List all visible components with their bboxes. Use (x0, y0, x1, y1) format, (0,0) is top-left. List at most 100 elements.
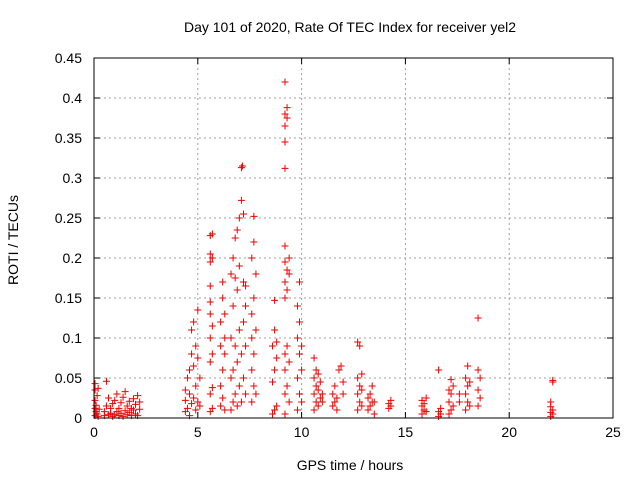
data-point (188, 326, 196, 334)
data-point (466, 378, 474, 386)
data-point (293, 302, 301, 310)
data-point (447, 390, 455, 398)
data-point (474, 366, 482, 374)
data-point (283, 114, 291, 122)
data-point (239, 278, 247, 286)
data-point (231, 234, 239, 242)
data-point (231, 342, 239, 350)
data-point (233, 402, 241, 410)
data-point (271, 406, 279, 414)
data-point (445, 410, 453, 418)
data-point (217, 382, 225, 390)
data-point (366, 402, 374, 410)
data-point (250, 350, 258, 358)
data-point (312, 366, 320, 374)
data-point (91, 396, 99, 404)
data-point (129, 395, 137, 403)
data-point (206, 258, 214, 266)
data-point (462, 406, 470, 414)
data-point (455, 398, 463, 406)
data-point (283, 382, 291, 390)
y-tick-label: 0 (74, 410, 82, 426)
data-point (235, 262, 243, 270)
data-point (252, 326, 260, 334)
data-point (271, 366, 279, 374)
y-tick-label: 0.3 (63, 170, 83, 186)
data-point (281, 258, 289, 266)
data-point (229, 398, 237, 406)
data-point (185, 366, 193, 374)
data-point (370, 398, 378, 406)
data-point (549, 376, 557, 384)
data-point (206, 282, 214, 290)
data-point (358, 370, 366, 378)
data-point (281, 78, 289, 86)
data-point (217, 318, 225, 326)
data-point (113, 390, 121, 398)
data-point (364, 394, 372, 402)
data-point (219, 278, 227, 286)
data-point (354, 406, 362, 414)
data-point (208, 230, 216, 238)
data-point (283, 286, 291, 294)
grid (94, 58, 613, 418)
data-point (273, 338, 281, 346)
x-tick-label: 25 (605, 424, 621, 440)
data-point (296, 318, 304, 326)
data-point (310, 354, 318, 362)
data-point (356, 382, 364, 390)
data-point (281, 110, 289, 118)
data-point (93, 392, 101, 400)
data-point (296, 350, 304, 358)
data-point (354, 390, 362, 398)
data-point (102, 377, 110, 385)
data-point (273, 354, 281, 362)
data-point (269, 378, 277, 386)
data-point (356, 342, 364, 350)
data-point (231, 390, 239, 398)
data-point (248, 254, 256, 262)
data-point (337, 362, 345, 370)
data-point (312, 382, 320, 390)
data-point (190, 362, 198, 370)
data-point (466, 402, 474, 410)
data-point (238, 162, 246, 170)
data-point (318, 390, 326, 398)
data-point (181, 396, 189, 404)
data-point (217, 402, 225, 410)
data-point (271, 326, 279, 334)
data-point (269, 342, 277, 350)
data-point (464, 362, 472, 370)
data-point (329, 402, 337, 410)
data-point (370, 410, 378, 418)
data-point (242, 342, 250, 350)
data-point (356, 398, 364, 406)
data-point (281, 138, 289, 146)
data-point (418, 410, 426, 418)
data-point (366, 390, 374, 398)
data-point (549, 406, 557, 414)
data-point (196, 374, 204, 382)
data-point (208, 350, 216, 358)
data-point (229, 302, 237, 310)
data-point (329, 390, 337, 398)
data-point (422, 394, 430, 402)
data-point (188, 350, 196, 358)
data-point (310, 374, 318, 382)
data-point (181, 386, 189, 394)
data-point (208, 404, 216, 412)
data-point (117, 399, 125, 407)
data-point (221, 334, 229, 342)
data-point (281, 278, 289, 286)
data-point (91, 386, 99, 394)
data-point (296, 278, 304, 286)
data-point (296, 390, 304, 398)
data-point (462, 374, 470, 382)
data-point (206, 358, 214, 366)
data-point (358, 386, 366, 394)
data-point (185, 390, 193, 398)
data-point (281, 242, 289, 250)
data-point (125, 397, 133, 405)
data-point (192, 382, 200, 390)
data-points (91, 78, 557, 420)
